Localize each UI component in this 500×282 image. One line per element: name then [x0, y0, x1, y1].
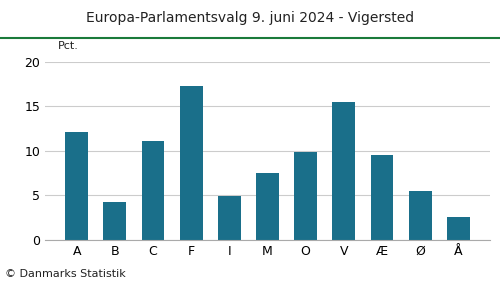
Bar [332, 102, 355, 240]
Bar [294, 152, 317, 240]
Bar [142, 141, 165, 240]
Bar [408, 191, 432, 240]
Bar [370, 155, 394, 240]
Bar [218, 196, 241, 240]
Text: © Danmarks Statistik: © Danmarks Statistik [5, 269, 126, 279]
Text: Europa-Parlamentsvalg 9. juni 2024 - Vigersted: Europa-Parlamentsvalg 9. juni 2024 - Vig… [86, 11, 414, 25]
Bar [256, 173, 279, 240]
Text: Pct.: Pct. [58, 41, 78, 51]
Bar [447, 217, 470, 240]
Bar [65, 132, 88, 240]
Bar [104, 202, 126, 240]
Bar [180, 86, 203, 240]
